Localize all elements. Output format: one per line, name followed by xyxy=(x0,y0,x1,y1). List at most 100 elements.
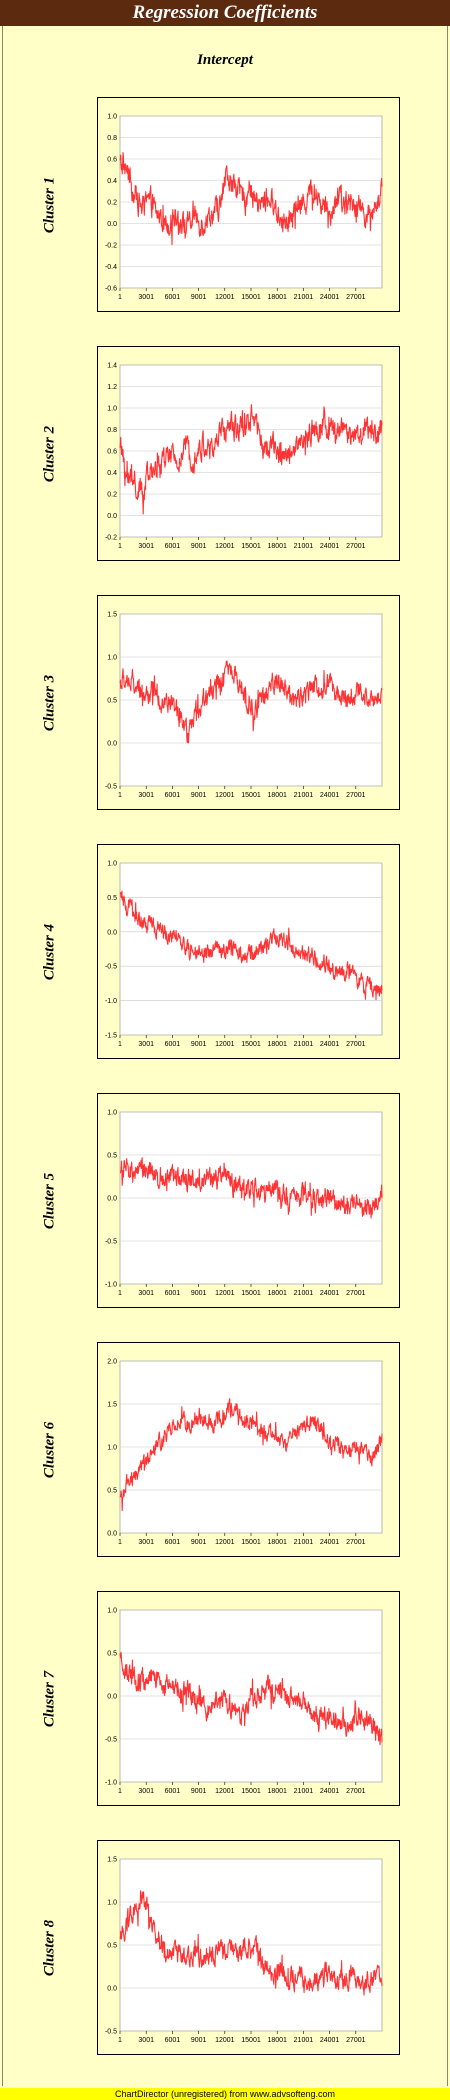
x-tick-label: 21001 xyxy=(294,543,314,550)
page-subtitle: Intercept xyxy=(197,52,253,68)
x-tick-label: 1 xyxy=(118,2037,122,2044)
x-tick-label: 27001 xyxy=(346,294,366,301)
y-tick-label: 1.0 xyxy=(107,1110,117,1117)
x-tick-label: 18001 xyxy=(267,294,287,301)
cluster-label-text: Cluster 6 xyxy=(41,1421,58,1478)
x-tick-label: 18001 xyxy=(267,2037,287,2044)
series-line xyxy=(119,1157,383,1219)
x-tick-label: 6001 xyxy=(165,1788,181,1795)
chart-svg: -0.2 0.0 0.2 0.4 0.6 0.8 1.0 1.2 1.4 1 3001 6001 900… xyxy=(105,363,383,550)
cluster-label-text: Cluster 8 xyxy=(41,1919,58,1976)
y-tick-label: 1.4 xyxy=(107,363,117,370)
series-line xyxy=(119,1398,383,1512)
series-line xyxy=(119,660,383,744)
x-tick-label: 1 xyxy=(118,1788,122,1795)
chart-panel-4: -1.5 -1.0 -0.5 0.0 0.5 1.0 1 3001 6001 9001 12001 1… xyxy=(97,844,400,1059)
chart-panel-3: -0.5 0.0 0.5 1.0 1.5 1 3001 6001 9001 12001 15001 1… xyxy=(97,595,400,810)
x-tick-label: 24001 xyxy=(320,2037,340,2044)
x-tick-label: 24001 xyxy=(320,543,340,550)
y-tick-label: 0.0 xyxy=(107,1196,117,1203)
y-tick-label: 0.0 xyxy=(107,1986,117,1993)
y-tick-label: 0.6 xyxy=(107,449,117,456)
y-tick-label: 0.5 xyxy=(107,698,117,705)
y-tick-label: 0.0 xyxy=(107,1531,117,1538)
x-tick-label: 27001 xyxy=(346,543,366,550)
x-tick-label: 9001 xyxy=(191,1041,207,1048)
x-tick-label: 6001 xyxy=(165,1539,181,1546)
x-tick-label: 12001 xyxy=(215,543,235,550)
x-tick-label: 18001 xyxy=(267,792,287,799)
x-tick-label: 9001 xyxy=(191,2037,207,2044)
x-tick-label: 9001 xyxy=(191,1539,207,1546)
x-tick-label: 12001 xyxy=(215,792,235,799)
y-tick-label: 0.4 xyxy=(107,178,117,185)
x-tick-label: 1 xyxy=(118,1290,122,1297)
x-tick-label: 15001 xyxy=(241,1539,261,1546)
x-tick-label: 6001 xyxy=(165,1041,181,1048)
y-tick-label: 1.0 xyxy=(107,114,117,121)
x-tick-label: 15001 xyxy=(241,1041,261,1048)
series-line xyxy=(119,890,383,1001)
y-tick-label: 0.2 xyxy=(107,492,117,499)
x-tick-label: 3001 xyxy=(138,294,154,301)
x-tick-label: 6001 xyxy=(165,792,181,799)
y-tick-label: 0.0 xyxy=(107,1694,117,1701)
x-tick-label: 12001 xyxy=(215,1290,235,1297)
y-tick-label: -1.0 xyxy=(105,998,117,1005)
y-tick-label: 0.4 xyxy=(107,470,117,477)
x-tick-label: 15001 xyxy=(241,294,261,301)
cluster-label-text: Cluster 3 xyxy=(41,674,58,731)
chart-svg: -1.0 -0.5 0.0 0.5 1.0 1 3001 6001 9001 12001 15001… xyxy=(105,1608,383,1795)
y-tick-label: 0.0 xyxy=(107,221,117,228)
y-tick-label: -0.5 xyxy=(105,1737,117,1744)
cluster-label-text: Cluster 2 xyxy=(41,425,58,482)
y-tick-label: 1.5 xyxy=(107,1857,117,1864)
x-tick-label: 21001 xyxy=(294,2037,314,2044)
x-tick-label: 12001 xyxy=(215,1041,235,1048)
x-tick-label: 21001 xyxy=(294,294,314,301)
x-tick-label: 24001 xyxy=(320,1041,340,1048)
x-tick-label: 3001 xyxy=(138,1290,154,1297)
chart-svg: -0.5 0.0 0.5 1.0 1.5 1 3001 6001 9001 12001 15001 1… xyxy=(105,1857,383,2044)
chart-svg: -1.0 -0.5 0.0 0.5 1.0 1 3001 6001 9001 12001 15001… xyxy=(105,1110,383,1297)
x-tick-label: 15001 xyxy=(241,1788,261,1795)
x-tick-label: 18001 xyxy=(267,543,287,550)
y-tick-label: 0.0 xyxy=(107,929,117,936)
chart-svg: -0.6 -0.4 -0.2 0.0 0.2 0.4 0.6 0.8 1.0 1 3001 6001 9… xyxy=(105,114,383,301)
y-tick-label: 0.5 xyxy=(107,1488,117,1495)
cluster-label-text: Cluster 4 xyxy=(41,923,58,980)
x-tick-label: 18001 xyxy=(267,1539,287,1546)
x-tick-label: 27001 xyxy=(346,1290,366,1297)
x-tick-label: 27001 xyxy=(346,1041,366,1048)
x-tick-label: 3001 xyxy=(138,1539,154,1546)
x-tick-label: 12001 xyxy=(215,294,235,301)
x-tick-label: 9001 xyxy=(191,1788,207,1795)
x-tick-label: 21001 xyxy=(294,1539,314,1546)
x-tick-label: 18001 xyxy=(267,1041,287,1048)
y-tick-label: 0.5 xyxy=(107,1943,117,1950)
x-tick-label: 3001 xyxy=(138,2037,154,2044)
y-tick-label: 0.5 xyxy=(107,895,117,902)
y-tick-label: -0.5 xyxy=(105,2029,117,2036)
x-tick-label: 15001 xyxy=(241,792,261,799)
x-tick-label: 24001 xyxy=(320,1788,340,1795)
x-tick-label: 15001 xyxy=(241,1290,261,1297)
x-tick-label: 21001 xyxy=(294,1290,314,1297)
x-tick-label: 12001 xyxy=(215,1788,235,1795)
y-tick-label: -0.5 xyxy=(105,784,117,791)
chart-panel-1: -0.6 -0.4 -0.2 0.0 0.2 0.4 0.6 0.8 1.0 1 3001 6001 9… xyxy=(97,97,400,312)
y-tick-label: -0.5 xyxy=(105,1239,117,1246)
x-tick-label: 3001 xyxy=(138,1041,154,1048)
x-tick-label: 12001 xyxy=(215,2037,235,2044)
x-tick-label: 6001 xyxy=(165,2037,181,2044)
x-tick-label: 15001 xyxy=(241,2037,261,2044)
y-tick-label: -1.0 xyxy=(105,1780,117,1787)
y-tick-label: -0.6 xyxy=(105,286,117,293)
y-tick-label: 1.0 xyxy=(107,1900,117,1907)
page-frame xyxy=(2,26,448,2086)
x-tick-label: 1 xyxy=(118,543,122,550)
y-tick-label: 1.2 xyxy=(107,384,117,391)
y-tick-label: 1.5 xyxy=(107,1402,117,1409)
x-tick-label: 24001 xyxy=(320,294,340,301)
x-tick-label: 9001 xyxy=(191,543,207,550)
